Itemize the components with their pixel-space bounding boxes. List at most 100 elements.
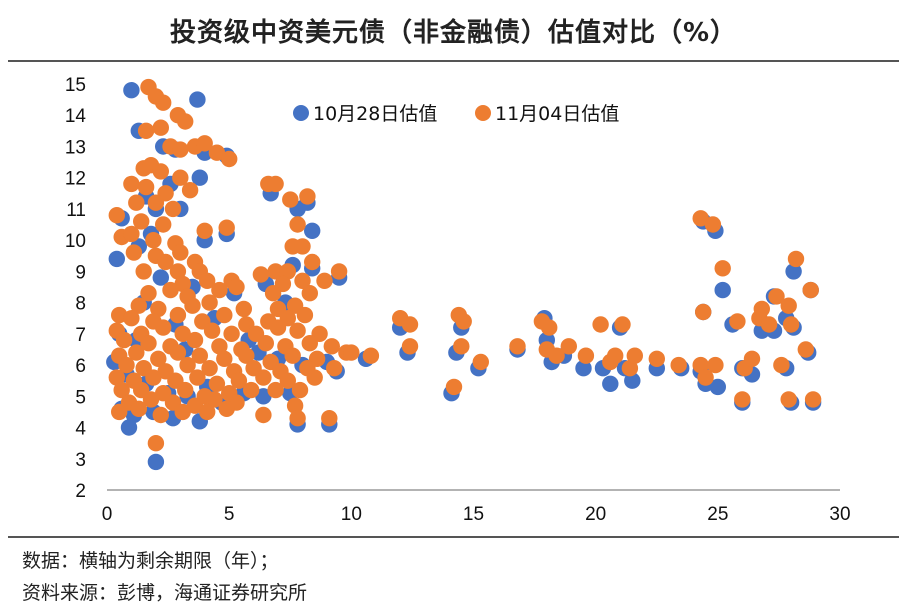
y-tick-label: 10 [65,231,86,252]
x-tick-label: 5 [224,504,235,525]
data-point [152,119,169,136]
data-point [284,347,301,364]
data-point [321,410,338,427]
data-point [670,356,687,374]
data-point [714,281,731,299]
data-point [223,325,240,342]
data-point [145,232,162,249]
y-tick-label: 2 [75,481,86,502]
data-point [208,144,226,161]
data-point [115,331,133,349]
data-point [169,344,187,361]
data-point [189,369,206,386]
note-axis-description: 数据：横轴为剩余期限（年）； [22,550,279,572]
x-axis-ticks: 0 5 10 15 20 25 30 [102,504,851,525]
data-point [301,335,318,352]
data-point [780,297,797,314]
data-point [228,278,245,296]
data-point [316,272,333,289]
y-tick-label: 9 [75,262,86,283]
data-point [326,360,343,377]
data-point [120,419,138,436]
data-point [294,238,311,255]
data-point [174,275,191,293]
data-point [602,375,619,392]
scatter-chart: 2 3 4 5 6 7 8 9 10 11 12 13 14 15 0 5 10 15 20 25 30 10月28日… [65,75,851,525]
data-point [343,344,360,361]
data-point [235,300,252,318]
y-tick-label: 7 [75,325,86,346]
data-point [128,194,145,211]
data-point [445,378,463,396]
data-point [211,281,228,299]
data-point [714,260,731,277]
note-source: 资料来源：彭博，海通证券研究所 [22,582,308,604]
data-point [208,375,226,392]
data-point [108,207,126,224]
data-point [140,285,157,302]
data-point [243,381,260,399]
x-tick-label: 25 [707,504,728,525]
data-point [296,306,314,324]
data-point [255,388,272,405]
data-point [113,381,130,399]
data-point [123,310,140,327]
data-point [169,306,187,324]
data-point [692,356,709,374]
data-point [780,391,797,408]
legend-marker-11-04 [475,105,491,121]
data-point [797,341,814,358]
data-point [218,219,235,236]
data-point [401,316,419,333]
data-point [330,263,348,280]
data-point [267,263,284,280]
data-point [621,360,639,377]
data-point [787,250,805,268]
data-point [692,210,709,227]
data-point [279,372,296,389]
data-point [123,82,140,99]
data-point [162,281,179,299]
data-point [211,338,228,355]
data-point [108,250,126,268]
data-point [199,272,216,289]
data-point [299,188,316,205]
data-point [768,288,785,305]
x-tick-label: 20 [585,504,606,525]
data-point [218,400,235,417]
y-tick-label: 15 [65,75,86,96]
data-point [130,400,147,417]
data-point [401,338,419,355]
legend: 10月28日估值 11月04日估值 [293,103,619,125]
series-1 [108,78,822,452]
data-point [189,91,206,108]
data-point [804,391,822,408]
data-point [206,391,223,408]
data-point [304,222,321,239]
data-point [707,356,724,374]
data-point [785,263,802,280]
data-point [323,338,340,355]
data-point [267,175,284,193]
data-point [648,350,665,367]
data-point [575,360,592,377]
data-point [709,378,726,396]
data-point [509,338,526,355]
data-point [140,335,157,352]
footer-divider [8,536,899,538]
data-point [541,319,558,336]
data-point [179,356,196,374]
data-point [734,391,751,408]
data-point [773,356,790,374]
data-point [169,263,187,280]
y-tick-label: 11 [66,200,86,221]
data-point [230,372,248,389]
data-point [216,306,233,324]
data-point [186,397,204,414]
data-point [147,194,165,211]
data-point [155,216,172,233]
data-point [152,269,169,286]
data-point [729,313,746,330]
data-point [743,350,761,367]
